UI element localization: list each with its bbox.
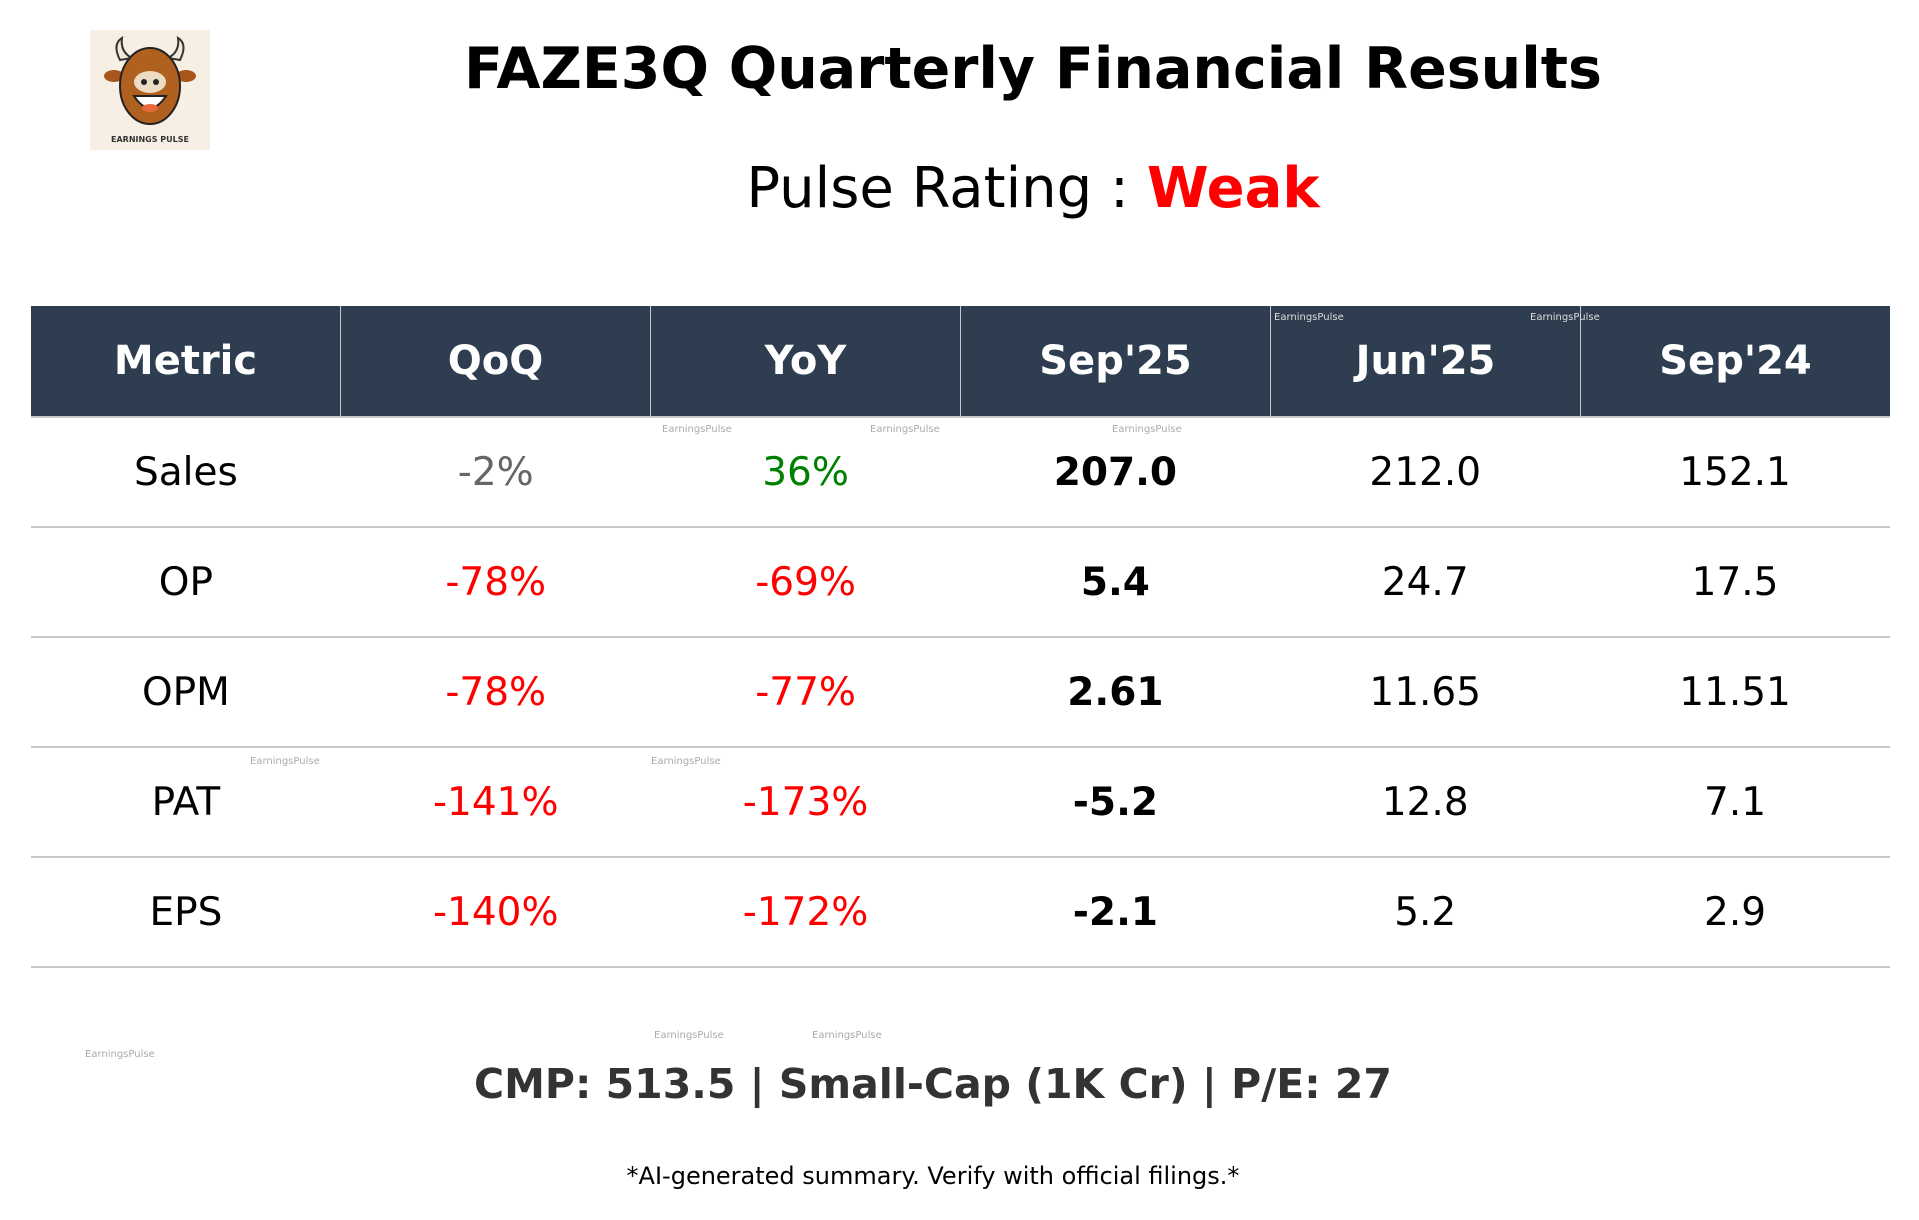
cell-metric: EPS [149,889,223,935]
cell-yoy: -69% [755,559,856,605]
table-row: OPM -78% -77% 2.61 11.65 11.51 [31,638,1890,748]
cell-yoy: -173% [742,779,869,825]
cell-sep25: 2.61 [1067,669,1164,715]
watermark: EarningsPulse [1112,424,1182,435]
watermark: EarningsPulse [651,756,721,767]
cell-sep24: 152.1 [1679,449,1791,495]
cell-qoq: -78% [445,669,547,715]
cell-sep25: -5.2 [1072,779,1159,825]
cell-sep25: 207.0 [1053,449,1178,495]
cell-qoq: -140% [432,889,559,935]
cell-metric: OPM [141,669,230,715]
page-title: FAZE3Q Quarterly Financial Results [464,36,1602,102]
cmp-summary: CMP: 513.5 | Small-Cap (1K Cr) | P/E: 27 [474,1060,1392,1108]
watermark: EarningsPulse [870,424,940,435]
column-header: Jun'25 [1271,306,1581,416]
column-header: Sep'25 [961,306,1271,416]
cell-qoq: -141% [432,779,559,825]
cell-qoq: -2% [457,449,534,495]
watermark: EarningsPulse [812,1030,882,1041]
watermark: EarningsPulse [662,424,732,435]
cell-metric: Sales [134,449,238,495]
cell-metric: OP [158,559,214,605]
results-table: Metric QoQ YoY Sep'25 Jun'25 Sep'24 Sales -2% 3… [31,306,1890,968]
cell-yoy: -172% [742,889,869,935]
cell-qoq: -78% [445,559,547,605]
cell-sep24: 17.5 [1691,559,1779,605]
table-row: PAT -141% -173% -5.2 12.8 7.1 [31,748,1890,858]
column-header: YoY [651,306,961,416]
cell-metric: PAT [151,779,221,825]
rating-value: Weak [1146,156,1320,221]
logo-text: EARNINGS PULSE [111,135,189,144]
watermark: EarningsPulse [1274,312,1344,323]
cell-yoy: -77% [755,669,856,715]
cell-sep24: 11.51 [1679,669,1791,715]
column-header: QoQ [341,306,651,416]
cell-jun25: 11.65 [1369,669,1482,715]
watermark: EarningsPulse [1530,312,1600,323]
cell-jun25: 212.0 [1369,449,1482,495]
cell-jun25: 12.8 [1381,779,1469,825]
table-row: EPS -140% -172% -2.1 5.2 2.9 [31,858,1890,968]
column-header: Metric [31,306,341,416]
cell-sep24: 2.9 [1704,889,1767,935]
cell-sep25: -2.1 [1072,889,1159,935]
cell-jun25: 24.7 [1381,559,1469,605]
table-row: OP -78% -69% 5.4 24.7 17.5 [31,528,1890,638]
watermark: EarningsPulse [654,1030,724,1041]
bull-mascot-icon: EARNINGS PULSE [104,36,196,144]
cell-sep24: 7.1 [1704,779,1767,825]
cell-yoy: 36% [762,449,849,495]
table-row: Sales -2% 36% 207.0 212.0 152.1 [31,418,1890,528]
disclaimer: *AI-generated summary. Verify with offic… [626,1162,1240,1190]
logo: EARNINGS PULSE [90,30,210,150]
watermark: EarningsPulse [250,756,320,767]
watermark: EarningsPulse [85,1049,155,1060]
table-header: Metric QoQ YoY Sep'25 Jun'25 Sep'24 [31,306,1890,418]
pulse-rating: Pulse Rating : Weak [300,156,1766,221]
rating-label: Pulse Rating : [746,156,1129,221]
column-header: Sep'24 [1659,338,1812,384]
cell-jun25: 5.2 [1394,889,1457,935]
cell-sep25: 5.4 [1080,559,1150,605]
